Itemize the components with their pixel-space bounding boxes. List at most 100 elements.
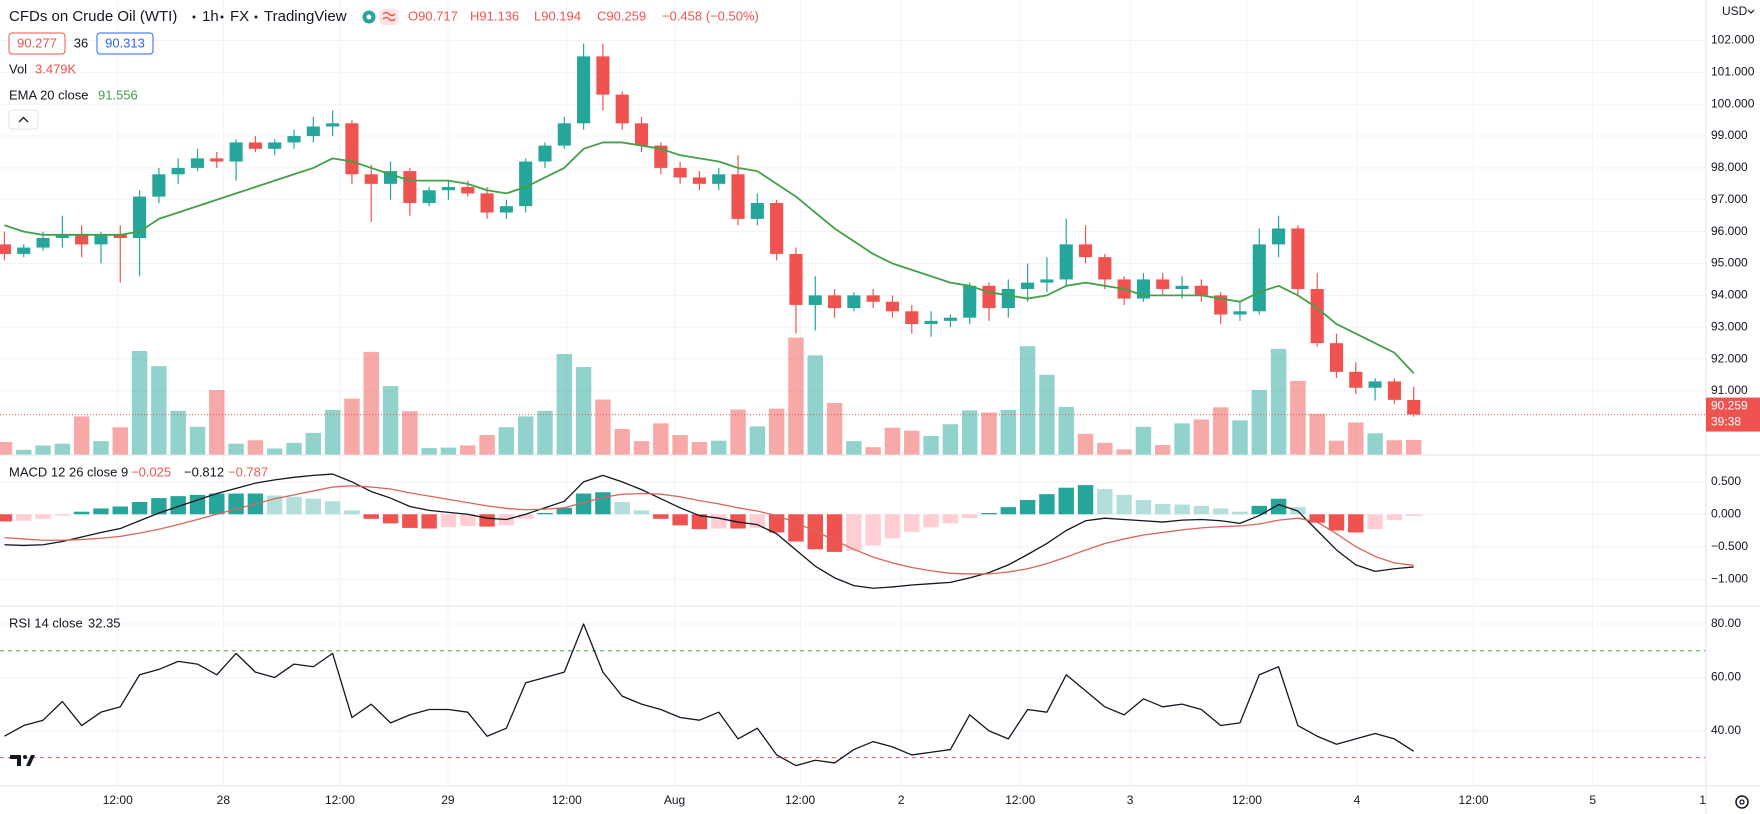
x-tick-label: 12:00 — [1232, 793, 1262, 807]
macd-line-legend: −0.812 — [184, 464, 224, 479]
gear-hub — [1739, 799, 1745, 805]
separator-dot — [220, 15, 224, 19]
macd-histogram-bar — [35, 514, 51, 519]
volume-bar — [189, 426, 206, 455]
volume-bar — [305, 432, 322, 455]
x-tick-label: 2 — [898, 793, 905, 807]
candle-body — [499, 206, 513, 213]
macd-histogram-bar — [1328, 514, 1345, 531]
macd-histogram-bar — [305, 498, 322, 515]
candle-body — [1194, 285, 1208, 296]
ohlc-high: H91.136 — [470, 8, 519, 23]
volume-bar — [575, 367, 592, 455]
candle-body — [1040, 279, 1054, 283]
candle-body — [1175, 285, 1189, 289]
macd-histogram-bar — [691, 514, 708, 530]
volume-bar — [826, 403, 843, 455]
macd-histogram-bar — [1097, 488, 1113, 515]
candle-body — [1078, 244, 1093, 258]
y-tick-label: 93.000 — [1711, 319, 1748, 333]
volume-bar — [633, 441, 650, 455]
x-tick-label: 28 — [217, 793, 231, 807]
interval[interactable]: 1h — [202, 8, 219, 25]
bid: 90.277 — [17, 35, 57, 50]
x-tick-label: 29 — [441, 793, 455, 807]
macd-histogram-bar — [1386, 514, 1403, 521]
volume-bar — [1000, 409, 1017, 455]
volume-bar — [1405, 439, 1422, 455]
volume-bar — [112, 427, 128, 455]
x-tick-label: 12:00 — [103, 793, 133, 807]
y-tick-label: 96.000 — [1711, 224, 1748, 238]
macd-histogram-bar — [517, 514, 534, 519]
candle-body — [1272, 228, 1286, 245]
tradingview-logo[interactable] — [10, 755, 35, 766]
macd-histogram-bar — [904, 514, 920, 532]
volume-bar — [1386, 440, 1403, 455]
candle-body — [1021, 282, 1035, 289]
bid-box[interactable] — [8, 32, 66, 55]
ohlc-low: L90.194 — [534, 8, 581, 23]
candle-body — [36, 238, 50, 248]
settings-gear[interactable] — [1735, 795, 1749, 809]
signal-line — [4, 485, 1414, 575]
data-delay-icon[interactable] — [380, 9, 398, 25]
volume-bar — [672, 435, 688, 455]
y-tick-label: 99.000 — [1711, 128, 1748, 142]
candle-body — [0, 244, 12, 254]
candle-body — [654, 145, 668, 168]
candle-body — [1329, 343, 1344, 372]
macd-histogram-bar — [1174, 504, 1190, 515]
candle-body — [982, 285, 996, 309]
ask-box[interactable] — [96, 32, 154, 55]
ema-line — [4, 141, 1415, 374]
candle-body — [1291, 228, 1305, 289]
candle-body — [731, 174, 745, 219]
last-price-box — [1706, 397, 1760, 432]
volume-bar — [1116, 449, 1132, 455]
volume-bar — [1270, 348, 1287, 455]
candle-body — [885, 301, 900, 312]
y-tick-label: −0.500 — [1711, 539, 1748, 553]
source: TradingView — [264, 8, 347, 25]
volume-bar — [479, 435, 495, 455]
macd-histogram-bar — [344, 510, 360, 515]
macd-histogram-bar — [1000, 507, 1017, 515]
volume-legend-name: Vol — [9, 61, 27, 76]
macd-histogram-bar — [942, 514, 959, 524]
rsi-legend-name: RSI 14 close — [9, 615, 83, 630]
x-tick-label: 12:00 — [1459, 793, 1489, 807]
volume-bar — [1058, 406, 1074, 455]
y-tick-label: 97.000 — [1711, 192, 1748, 206]
candle-body — [480, 193, 494, 213]
macd-histogram-bar — [556, 507, 573, 515]
macd-histogram-bar — [363, 514, 379, 519]
candle-body — [268, 142, 282, 149]
volume-bar — [1135, 426, 1152, 455]
macd-histogram-bar — [537, 512, 553, 515]
ema-legend-name: EMA 20 close — [9, 87, 89, 102]
volume-bar — [363, 351, 379, 455]
macd-histogram-bar — [1270, 498, 1287, 515]
macd-histogram-bar — [981, 512, 997, 515]
candle-body — [1001, 288, 1015, 309]
collapse-button[interactable] — [8, 109, 39, 130]
volume-bar — [402, 411, 418, 455]
macd-histogram-bar — [768, 514, 785, 533]
macd-histogram-bar — [826, 514, 843, 552]
candle-body — [789, 253, 803, 305]
y-tick-label: 95.000 — [1711, 256, 1748, 270]
currency[interactable]: USD — [1722, 4, 1748, 18]
candle-body — [1214, 295, 1228, 315]
candle-body — [248, 142, 262, 149]
volume-bar — [209, 390, 225, 455]
time-axis: 12:00 28 12:00 29 12:00 Aug 12:00 2 12:00 3 12:00 4… — [103, 793, 1713, 807]
macd-histogram-bar — [402, 514, 418, 528]
volume-bar — [421, 448, 437, 455]
volume-bar — [711, 440, 727, 455]
candle-body — [943, 317, 957, 321]
y-tick-label: 60.00 — [1711, 670, 1741, 684]
macd-histogram-bar — [421, 514, 437, 529]
